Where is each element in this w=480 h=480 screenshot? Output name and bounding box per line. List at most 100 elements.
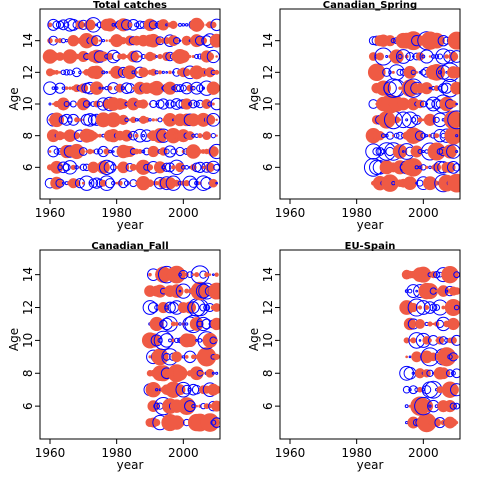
bubble-negative	[115, 181, 118, 185]
bubble-negative	[420, 399, 434, 413]
bubble-negative	[118, 114, 129, 125]
bubble-negative	[181, 98, 193, 110]
bubble-positive	[408, 385, 418, 395]
bubble-positive	[71, 67, 82, 78]
bubble-negative	[398, 86, 402, 90]
bubble-positive	[450, 370, 456, 376]
bubble-negative	[115, 83, 125, 93]
bubble-negative	[444, 299, 460, 317]
bubble-negative	[375, 131, 385, 141]
bubble-negative	[98, 133, 102, 138]
bubble-positive	[53, 148, 60, 155]
bubble-negative	[423, 113, 437, 126]
bubble-negative	[210, 317, 220, 331]
bubble-negative	[185, 131, 195, 141]
bubble-negative	[415, 71, 418, 74]
bubble-negative	[84, 19, 96, 31]
bubble-positive	[215, 181, 219, 185]
bubble-positive	[375, 147, 385, 156]
bubble-negative	[215, 55, 218, 58]
bubble-positive	[421, 54, 426, 59]
x-tick-label: 2000	[408, 206, 439, 220]
bubble-negative	[450, 81, 460, 95]
y-tick-label: 10	[261, 96, 275, 111]
bubble-negative	[117, 161, 130, 174]
bubble-positive	[51, 86, 56, 90]
bubble-positive	[78, 175, 95, 191]
bubble-negative	[427, 420, 433, 425]
bubble-positive	[423, 301, 437, 314]
bubble-negative	[118, 98, 129, 110]
bubble-positive	[185, 322, 189, 326]
bubble-negative	[202, 23, 205, 27]
bubble-negative	[447, 317, 460, 331]
bubble-positive	[452, 163, 460, 172]
bubble-negative	[149, 316, 164, 332]
bubble-negative	[215, 134, 218, 137]
bubble-positive	[422, 385, 432, 395]
bubble-negative	[410, 145, 423, 158]
bubble-negative	[181, 35, 192, 46]
bubble-positive	[206, 49, 220, 64]
bubble-negative	[447, 173, 460, 193]
bubble-negative	[54, 69, 60, 75]
bubble-positive	[61, 86, 66, 90]
y-tick-label: 10	[21, 333, 35, 348]
bubble-negative	[157, 301, 169, 314]
bubble-positive	[397, 53, 403, 60]
bubble-positive	[199, 303, 208, 312]
bubble-negative	[191, 54, 195, 59]
bubble-positive	[428, 404, 432, 408]
bubble-negative	[162, 51, 172, 62]
y-tick-label: 8	[261, 132, 275, 140]
bubble-negative	[68, 86, 72, 90]
bubble-negative	[171, 165, 176, 170]
bubble-positive	[165, 175, 182, 191]
bubble-positive	[43, 81, 57, 96]
bubble-negative	[151, 118, 155, 122]
bubble-negative	[99, 179, 107, 187]
bubble-positive	[161, 165, 166, 170]
y-axis-label: Age	[7, 87, 21, 110]
x-tick-label: 2000	[408, 446, 439, 460]
bubble-positive	[101, 86, 105, 90]
bubble-positive	[455, 102, 458, 106]
bubble-positive	[188, 387, 192, 392]
bubble-negative	[424, 305, 430, 310]
chart-title: Total catches	[93, 0, 167, 11]
bubble-negative	[103, 148, 110, 155]
bubble-negative	[435, 289, 438, 293]
bubble-negative	[95, 68, 105, 77]
bubble-negative	[134, 133, 139, 138]
bubble-positive	[161, 162, 172, 173]
bubble-positive	[105, 70, 109, 74]
bubble-negative	[152, 128, 168, 144]
bubble-negative	[145, 381, 162, 398]
bubble-negative	[64, 86, 69, 90]
bubble-positive	[215, 371, 219, 375]
bubble-negative	[386, 116, 394, 124]
bubble-negative	[148, 355, 152, 359]
bubble-positive	[130, 50, 143, 63]
bubble-positive	[197, 338, 203, 343]
bubble-positive	[436, 53, 444, 60]
bubble-negative	[449, 336, 457, 344]
bubble-positive	[62, 160, 78, 175]
bubble-negative	[195, 404, 198, 408]
bubble-positive	[170, 148, 177, 155]
bubble-negative	[47, 22, 53, 28]
bubble-positive	[52, 20, 61, 30]
bubble-negative	[214, 272, 219, 277]
y-tick-label: 6	[21, 164, 35, 172]
bubble-negative	[148, 272, 152, 277]
bubble-positive	[172, 36, 181, 45]
bubble-positive	[428, 165, 432, 170]
bubble-positive	[97, 148, 103, 155]
bubble-negative	[167, 265, 186, 284]
bubble-positive	[148, 20, 158, 30]
bubble-positive	[453, 304, 460, 311]
bubble-negative	[195, 150, 199, 153]
bubble-negative	[135, 70, 139, 74]
bubble-positive	[396, 68, 404, 76]
